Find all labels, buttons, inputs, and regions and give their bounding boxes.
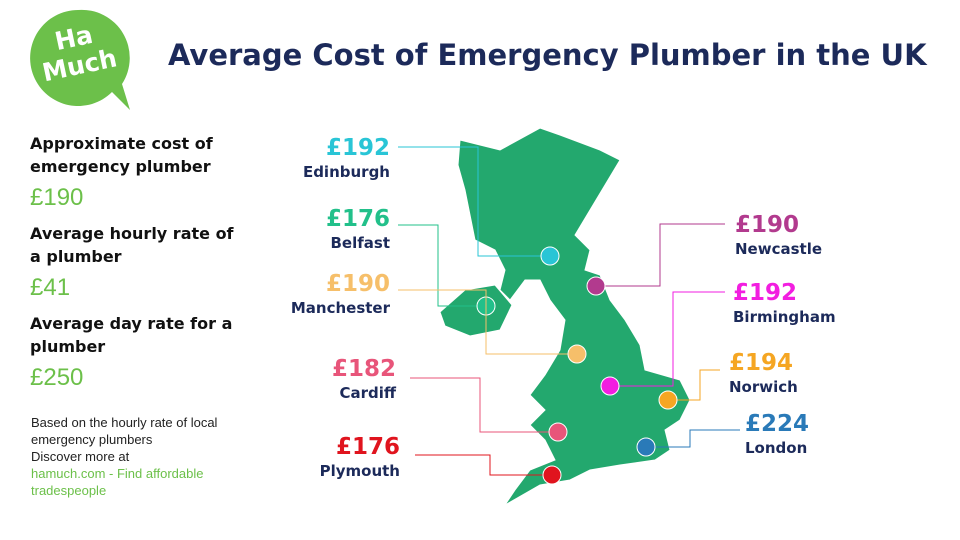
city-dot <box>586 276 606 296</box>
leader-line <box>410 377 558 433</box>
city-name: Newcastle <box>735 240 822 258</box>
city-dot <box>600 376 620 396</box>
city-name: Edinburgh <box>303 163 390 181</box>
note-discover: Discover more at <box>31 449 130 464</box>
ireland <box>439 284 513 337</box>
city-price: £190 <box>735 212 799 238</box>
city-dot <box>542 465 562 485</box>
note-text: Based on the hourly rate of local emerge… <box>31 415 218 447</box>
leader-line <box>610 291 725 387</box>
leader-line <box>646 429 740 448</box>
city-dot <box>548 422 568 442</box>
city-markers: £192 Edinburgh £176 Belfast £190 Manchester £1… <box>291 135 836 485</box>
city-name: Norwich <box>729 378 798 396</box>
stat-label: Average day rate for a plumber <box>30 314 233 356</box>
city-name: Plymouth <box>320 462 400 480</box>
uk-map <box>439 127 691 506</box>
stat-label: Average hourly rate of a plumber <box>30 224 234 266</box>
city-price: £176 <box>326 206 390 232</box>
city-price: £224 <box>745 411 809 437</box>
city-name: Belfast <box>331 234 391 252</box>
leader-line <box>668 369 720 401</box>
logo: Ha Much <box>30 9 131 111</box>
city-name: London <box>745 439 807 457</box>
city-dot <box>540 246 560 266</box>
stats: Approximate cost of emergency plumber £1… <box>30 132 245 402</box>
city-name: Cardiff <box>339 384 396 402</box>
stat-value: £41 <box>30 274 71 301</box>
logo-bubble <box>30 9 131 111</box>
city-price: £190 <box>326 271 390 297</box>
city-price: £182 <box>332 356 396 382</box>
city-dot <box>636 437 656 457</box>
city-dot <box>567 344 587 364</box>
great-britain <box>457 127 691 506</box>
city-price: £192 <box>733 280 797 306</box>
city-name: Birmingham <box>733 308 836 326</box>
city-price: £176 <box>336 434 400 460</box>
leader-line <box>415 454 552 476</box>
link[interactable]: hamuch.com - Find affordable tradespeopl… <box>31 466 204 498</box>
title: Average Cost of Emergency Plumber in the… <box>168 38 927 72</box>
note: Based on the hourly rate of local emerge… <box>31 414 276 499</box>
stat-value: £250 <box>30 364 84 391</box>
city-name: Manchester <box>291 299 391 317</box>
leader-line <box>398 289 577 355</box>
city-price: £194 <box>729 350 793 376</box>
city-dot <box>658 390 678 410</box>
stat-label: Approximate cost of emergency plumber <box>30 134 213 176</box>
leader-line <box>398 146 550 257</box>
city-price: £192 <box>326 135 390 161</box>
leader-line <box>398 224 486 307</box>
stat-value: £190 <box>30 184 84 211</box>
leader-line <box>596 223 725 287</box>
